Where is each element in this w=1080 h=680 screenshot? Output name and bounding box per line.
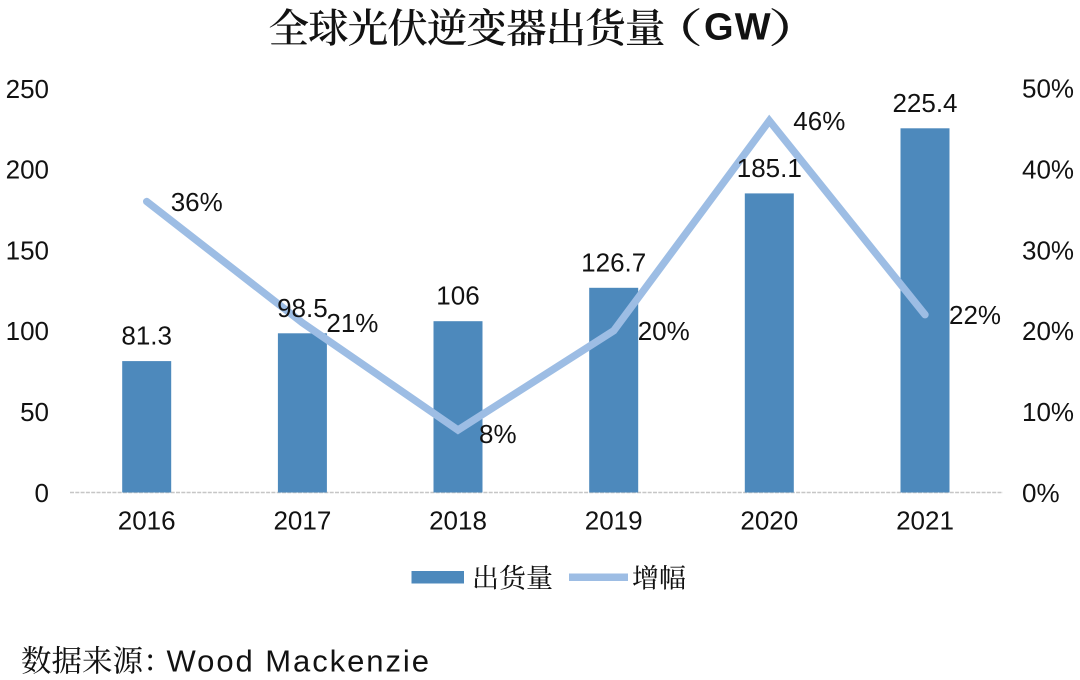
svg-text:0: 0 <box>35 478 49 508</box>
svg-text:2016: 2016 <box>118 506 176 536</box>
svg-text:21%: 21% <box>326 308 378 338</box>
svg-text:8%: 8% <box>479 419 517 449</box>
svg-text:50: 50 <box>20 397 49 427</box>
svg-text:225.4: 225.4 <box>892 88 957 118</box>
svg-text:20%: 20% <box>1022 316 1074 346</box>
svg-text:126.7: 126.7 <box>581 247 646 277</box>
svg-text:50%: 50% <box>1022 74 1074 104</box>
svg-text:46%: 46% <box>793 106 845 136</box>
svg-text:20%: 20% <box>638 316 690 346</box>
svg-text:2017: 2017 <box>273 506 331 536</box>
svg-text:185.1: 185.1 <box>737 153 802 183</box>
svg-text:2021: 2021 <box>896 506 954 536</box>
svg-text:200: 200 <box>6 155 49 185</box>
svg-text:22%: 22% <box>949 300 1001 330</box>
svg-text:98.5: 98.5 <box>277 293 328 323</box>
svg-text:100: 100 <box>6 316 49 346</box>
svg-text:2019: 2019 <box>585 506 643 536</box>
svg-text:106: 106 <box>436 281 479 311</box>
svg-text:30%: 30% <box>1022 235 1074 265</box>
svg-text:250: 250 <box>6 74 49 104</box>
svg-text:10%: 10% <box>1022 397 1074 427</box>
svg-text:GW: GW <box>704 7 772 49</box>
svg-text:2018: 2018 <box>429 506 487 536</box>
svg-text:40%: 40% <box>1022 155 1074 185</box>
svg-text:81.3: 81.3 <box>121 321 172 351</box>
svg-text:2020: 2020 <box>740 506 798 536</box>
svg-text:0%: 0% <box>1022 478 1060 508</box>
svg-text:150: 150 <box>6 235 49 265</box>
svg-text:36%: 36% <box>171 187 223 217</box>
svg-text:Wood Mackenzie: Wood Mackenzie <box>167 644 430 679</box>
